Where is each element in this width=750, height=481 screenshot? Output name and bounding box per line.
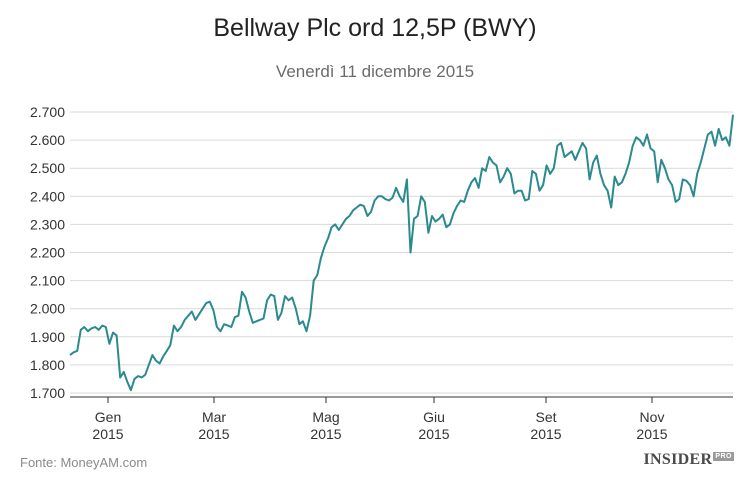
y-tick-label: 2.600 — [30, 132, 65, 148]
y-tick-label: 2.400 — [30, 188, 65, 204]
chart-title: Bellway Plc ord 12,5P (BWY) — [213, 14, 537, 42]
x-tick-month: Set — [535, 409, 556, 425]
x-tick-year: 2015 — [530, 426, 561, 442]
source-note: Fonte: MoneyAM.com — [20, 455, 148, 470]
y-tick-label: 1.800 — [30, 357, 65, 373]
brand-name: INSIDER — [643, 451, 713, 468]
y-axis-ticks: 1.700 1.800 1.900 2.000 2.100 2.200 2.300 2.400… — [30, 104, 65, 401]
y-tick-label: 2.300 — [30, 216, 65, 232]
gridlines — [70, 111, 733, 394]
series-layer — [69, 114, 734, 392]
chart-subtitle: Venerdì 11 dicembre 2015 — [275, 62, 475, 81]
x-tick-month: Nov — [640, 409, 665, 425]
x-tick-month: Mar — [202, 409, 226, 425]
x-axis: Gen2015Mar2015Mag2015Giu2015Set2015Nov20… — [70, 396, 733, 442]
y-tick-label: 1.900 — [30, 329, 65, 345]
y-tick-label: 2.100 — [30, 273, 65, 289]
y-tick-label: 2.200 — [30, 245, 65, 261]
x-tick-month: Giu — [423, 409, 445, 425]
x-tick-month: Gen — [95, 409, 121, 425]
y-tick-label: 1.700 — [30, 385, 65, 401]
y-tick-label: 2.700 — [30, 104, 65, 120]
brand-logo: INSIDER PRO — [644, 451, 734, 469]
x-tick-year: 2015 — [310, 426, 341, 442]
x-tick-year: 2015 — [636, 426, 667, 442]
x-tick-year: 2015 — [198, 426, 229, 442]
x-tick-year: 2015 — [92, 426, 123, 442]
x-tick-year: 2015 — [418, 426, 449, 442]
series-line-bwy — [69, 114, 734, 392]
brand-sub-badge: PRO — [713, 452, 734, 461]
y-tick-label: 2.500 — [30, 160, 65, 176]
y-tick-label: 2.000 — [30, 301, 65, 317]
x-tick-month: Mag — [312, 409, 339, 425]
